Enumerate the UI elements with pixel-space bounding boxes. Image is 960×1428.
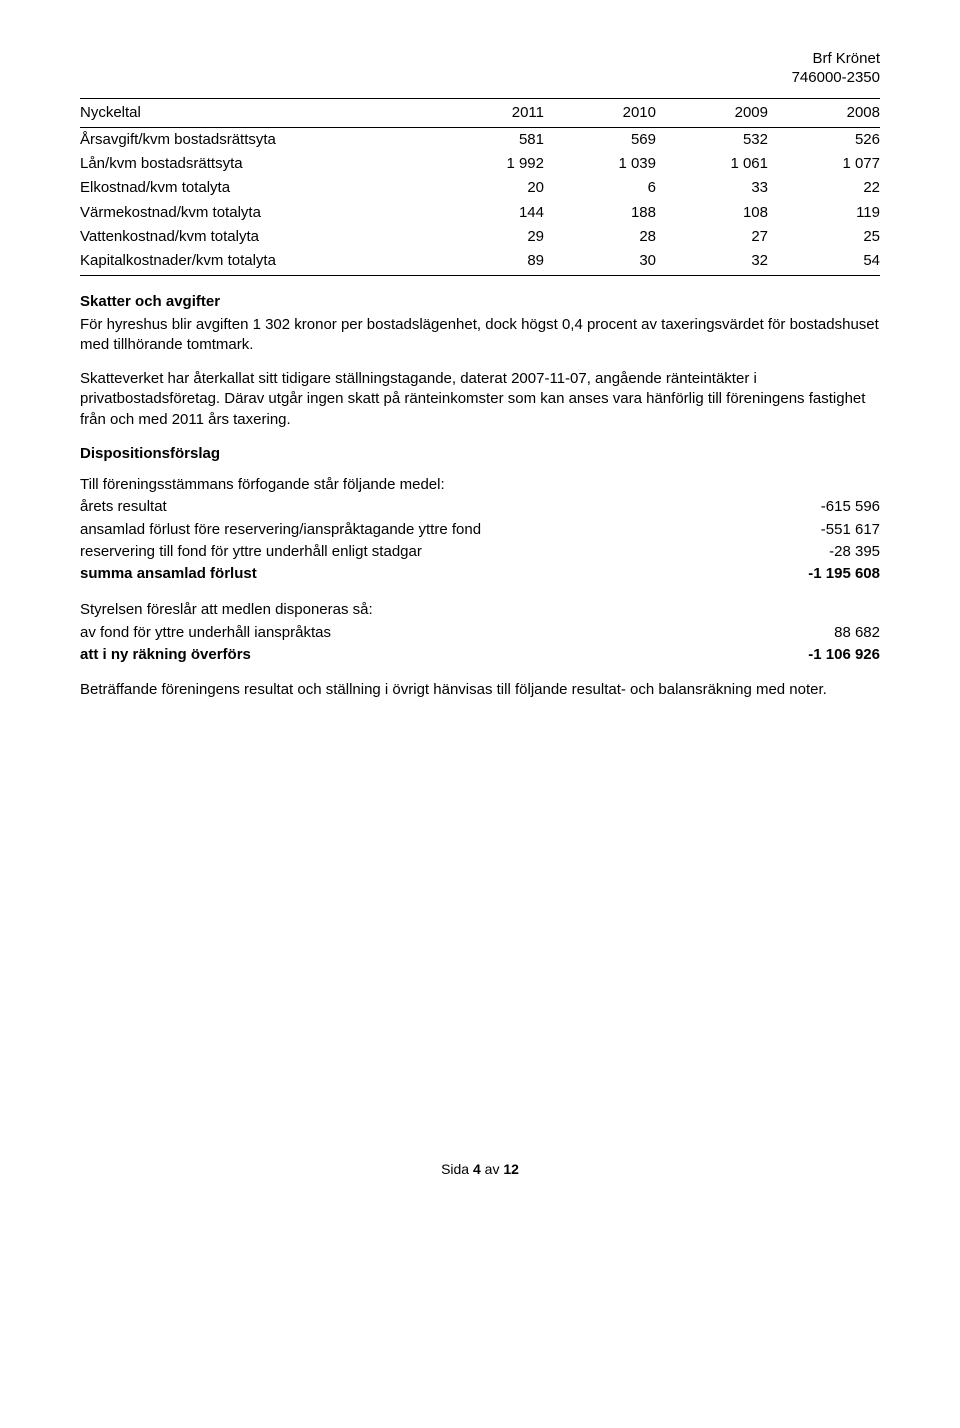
cell: 188	[544, 201, 656, 225]
sum-label: summa ansamlad förlust	[80, 563, 704, 585]
item-value: -615 596	[704, 496, 880, 518]
closing-paragraph: Beträffande föreningens resultat och stä…	[80, 680, 880, 700]
row-label: Lån/kvm bostadsrättsyta	[80, 152, 432, 176]
cell: 1 039	[544, 152, 656, 176]
intro-text: Styrelsen föreslår att medlen disponeras…	[80, 599, 880, 621]
table-row: Lån/kvm bostadsrättsyta 1 992 1 039 1 06…	[80, 152, 880, 176]
org-number: 746000-2350	[792, 69, 880, 86]
sum-label: att i ny räkning överförs	[80, 644, 704, 666]
item-label: ansamlad förlust före reservering/ianspr…	[80, 519, 704, 541]
cell: 33	[656, 176, 768, 200]
cell: 581	[432, 127, 544, 152]
page-footer: Sida 4 av 12	[80, 1160, 880, 1179]
footer-mid: av	[481, 1161, 504, 1177]
key-figures-table: Nyckeltal 2011 2010 2009 2008 Årsavgift/…	[80, 98, 880, 277]
sum-row: summa ansamlad förlust -1 195 608	[80, 563, 880, 585]
sum-value: -1 106 926	[704, 644, 880, 666]
intro-row: Styrelsen föreslår att medlen disponeras…	[80, 599, 880, 621]
row-label: Kapitalkostnader/kvm totalyta	[80, 249, 432, 276]
col-header: 2011	[432, 98, 544, 127]
sum-row: att i ny räkning överförs -1 106 926	[80, 644, 880, 666]
cell: 569	[544, 127, 656, 152]
cell: 27	[656, 225, 768, 249]
cell: 1 077	[768, 152, 880, 176]
cell: 25	[768, 225, 880, 249]
cell: 22	[768, 176, 880, 200]
table-row: Vattenkostnad/kvm totalyta 29 28 27 25	[80, 225, 880, 249]
disposition-table-1: Till föreningsstämmans förfogande står f…	[80, 474, 880, 585]
col-header: 2009	[656, 98, 768, 127]
taxes-paragraph-1: För hyreshus blir avgiften 1 302 kronor …	[80, 315, 880, 356]
cell: 526	[768, 127, 880, 152]
item-value: -28 395	[704, 541, 880, 563]
item-label: årets resultat	[80, 496, 704, 518]
cell: 32	[656, 249, 768, 276]
row-label: Vattenkostnad/kvm totalyta	[80, 225, 432, 249]
key-figures-body: Årsavgift/kvm bostadsrättsyta 581 569 53…	[80, 127, 880, 276]
cell: 89	[432, 249, 544, 276]
cell: 20	[432, 176, 544, 200]
footer-prefix: Sida	[441, 1161, 473, 1177]
table-row: Årsavgift/kvm bostadsrättsyta 581 569 53…	[80, 127, 880, 152]
disposition-table-2: Styrelsen föreslår att medlen disponeras…	[80, 599, 880, 666]
col-header: 2010	[544, 98, 656, 127]
table-header-row: Nyckeltal 2011 2010 2009 2008	[80, 98, 880, 127]
item-label: reservering till fond för yttre underhål…	[80, 541, 704, 563]
item-label: av fond för yttre underhåll ianspråktas	[80, 622, 704, 644]
cell: 30	[544, 249, 656, 276]
taxes-paragraph-2: Skatteverket har återkallat sitt tidigar…	[80, 369, 880, 430]
table-row: Värmekostnad/kvm totalyta 144 188 108 11…	[80, 201, 880, 225]
list-item: reservering till fond för yttre underhål…	[80, 541, 880, 563]
taxes-heading: Skatter och avgifter	[80, 292, 880, 312]
cell: 108	[656, 201, 768, 225]
row-label: Värmekostnad/kvm totalyta	[80, 201, 432, 225]
cell: 29	[432, 225, 544, 249]
cell: 1 061	[656, 152, 768, 176]
table-row: Kapitalkostnader/kvm totalyta 89 30 32 5…	[80, 249, 880, 276]
cell: 1 992	[432, 152, 544, 176]
list-item: av fond för yttre underhåll ianspråktas …	[80, 622, 880, 644]
intro-text: Till föreningsstämmans förfogande står f…	[80, 474, 880, 496]
col-header: Nyckeltal	[80, 98, 432, 127]
company-name: Brf Krönet	[812, 50, 880, 67]
disposition-heading: Dispositionsförslag	[80, 444, 880, 464]
cell: 54	[768, 249, 880, 276]
row-label: Årsavgift/kvm bostadsrättsyta	[80, 127, 432, 152]
document-header: Brf Krönet 746000-2350	[80, 50, 880, 88]
sum-value: -1 195 608	[704, 563, 880, 585]
intro-row: Till föreningsstämmans förfogande står f…	[80, 474, 880, 496]
cell: 144	[432, 201, 544, 225]
list-item: årets resultat -615 596	[80, 496, 880, 518]
page-total: 12	[503, 1161, 519, 1177]
item-value: 88 682	[704, 622, 880, 644]
cell: 6	[544, 176, 656, 200]
cell: 28	[544, 225, 656, 249]
item-value: -551 617	[704, 519, 880, 541]
page-number: 4	[473, 1161, 481, 1177]
row-label: Elkostnad/kvm totalyta	[80, 176, 432, 200]
cell: 532	[656, 127, 768, 152]
table-row: Elkostnad/kvm totalyta 20 6 33 22	[80, 176, 880, 200]
cell: 119	[768, 201, 880, 225]
list-item: ansamlad förlust före reservering/ianspr…	[80, 519, 880, 541]
col-header: 2008	[768, 98, 880, 127]
